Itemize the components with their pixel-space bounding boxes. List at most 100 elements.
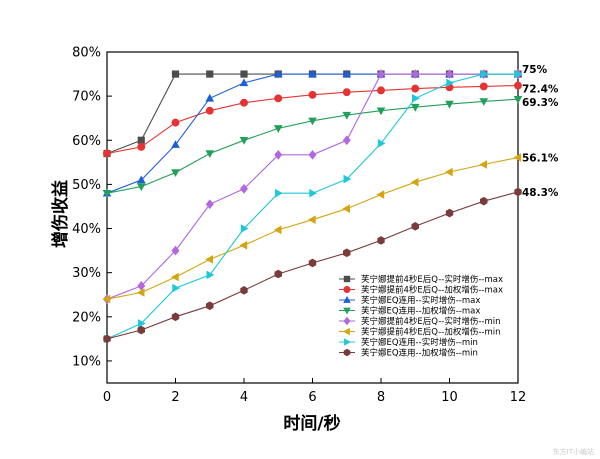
data-point xyxy=(342,135,351,146)
y-tick-label: 70% xyxy=(72,90,101,105)
x-tick-label: 4 xyxy=(240,390,248,405)
x-tick-label: 6 xyxy=(308,390,316,405)
data-point xyxy=(343,248,351,258)
series-line xyxy=(106,73,518,155)
y-tick-label: 30% xyxy=(72,266,101,281)
data-point xyxy=(411,69,420,79)
legend-item: 芙宁娜EQ连用--实时增伤--min xyxy=(339,337,478,348)
data-point xyxy=(240,224,249,233)
data-point xyxy=(137,281,146,291)
data-point xyxy=(445,69,454,79)
data-point xyxy=(136,183,146,192)
data-point xyxy=(136,175,146,184)
legend-marker xyxy=(343,316,351,326)
data-point xyxy=(377,69,385,79)
data-point xyxy=(514,69,523,79)
data-point xyxy=(479,160,487,169)
data-point xyxy=(136,288,145,297)
data-point xyxy=(480,69,489,79)
data-point xyxy=(240,286,248,295)
data-point xyxy=(240,70,248,78)
data-point xyxy=(102,190,112,198)
legend-item: 芙宁娜提前4秒E后Q--实时增伤--max xyxy=(339,274,503,285)
data-point xyxy=(273,225,282,235)
watermark: 东方IT小编站 xyxy=(553,447,594,456)
data-point xyxy=(205,199,214,210)
series-2 xyxy=(103,81,522,158)
x-tick-label: 12 xyxy=(510,390,527,405)
legend-label: 芙宁娜EQ连用--实时增伤--max xyxy=(361,295,480,306)
data-point xyxy=(239,241,248,250)
data-point xyxy=(308,258,317,268)
data-point xyxy=(445,167,453,177)
legend-label: 芙宁娜提前4秒E后Q--加权增伤--min xyxy=(361,327,501,338)
data-point xyxy=(412,94,420,103)
data-point xyxy=(240,184,248,194)
legend-item: 芙宁娜EQ连用--加权增伤--min xyxy=(339,348,478,359)
series-layer xyxy=(102,69,523,344)
series-6 xyxy=(102,153,522,304)
legend-marker xyxy=(343,296,351,303)
end-value-label: 56.1% xyxy=(522,152,559,164)
series-3 xyxy=(102,69,523,197)
legend-marker xyxy=(344,338,351,346)
data-point xyxy=(514,81,522,90)
x-tick-label: 0 xyxy=(103,390,111,405)
data-point xyxy=(308,117,317,126)
legend-label: 芙宁娜提前4秒E后Q--实时增伤--max xyxy=(361,274,503,285)
data-point xyxy=(377,139,386,148)
data-point xyxy=(205,93,215,102)
data-point xyxy=(513,153,522,162)
data-point xyxy=(445,208,454,218)
y-tick-label: 20% xyxy=(72,310,101,325)
series-1 xyxy=(103,70,522,158)
x-tick-label: 2 xyxy=(171,390,179,405)
legend-item: 芙宁娜提前4秒E后Q--实时增伤--min xyxy=(339,316,501,327)
data-point xyxy=(239,137,249,145)
data-point xyxy=(410,103,420,112)
legend-item: 芙宁娜提前4秒E后Q--加权增伤--max xyxy=(339,285,503,296)
x-tick-label: 10 xyxy=(441,390,458,405)
data-point xyxy=(377,86,385,95)
data-point xyxy=(206,70,214,78)
data-point xyxy=(308,90,317,99)
data-point xyxy=(273,69,283,78)
end-value-label: 48.3% xyxy=(522,187,559,199)
data-point xyxy=(342,204,350,213)
data-point xyxy=(171,70,180,78)
axis-ticks: 10% 20% 30% 40% 50% 60% 70% 80% 0 2 4 6 8 10 12 xyxy=(72,46,526,406)
series-line xyxy=(106,98,519,194)
y-tick-label: 40% xyxy=(72,222,101,237)
y-axis-label: 增伤收益 xyxy=(50,180,71,248)
y-tick-label: 10% xyxy=(72,354,101,369)
end-value-label: 72.4% xyxy=(522,84,559,96)
data-point xyxy=(171,245,180,256)
end-value-label: 69.3% xyxy=(522,97,559,109)
legend: 芙宁娜提前4秒E后Q--实时增伤--max芙宁娜提前4秒E后Q--加权增伤--m… xyxy=(339,274,503,359)
data-point xyxy=(411,222,419,231)
end-value-label: 75% xyxy=(522,64,548,76)
legend-label: 芙宁娜EQ连用--加权增伤--min xyxy=(361,348,478,359)
data-point xyxy=(275,188,283,198)
y-tick-label: 50% xyxy=(72,178,101,193)
data-point xyxy=(137,325,145,335)
legend-marker xyxy=(343,327,350,336)
data-point xyxy=(239,78,249,87)
data-point xyxy=(206,301,214,311)
legend-marker xyxy=(343,348,351,357)
legend-item: 芙宁娜EQ连用--加权增伤--max xyxy=(339,306,480,317)
data-point xyxy=(103,334,111,344)
data-point xyxy=(171,272,179,282)
data-point xyxy=(273,125,283,133)
legend-item: 芙宁娜提前4秒E后Q--加权增伤--min xyxy=(339,327,501,338)
data-point xyxy=(445,100,454,109)
data-point xyxy=(308,150,317,160)
data-point xyxy=(137,142,146,151)
data-point xyxy=(171,169,180,177)
series-7 xyxy=(103,69,523,344)
data-point xyxy=(309,188,317,198)
y-tick-label: 80% xyxy=(72,46,101,61)
data-point xyxy=(138,319,146,328)
y-tick-label: 60% xyxy=(72,134,101,149)
data-point xyxy=(137,136,145,144)
